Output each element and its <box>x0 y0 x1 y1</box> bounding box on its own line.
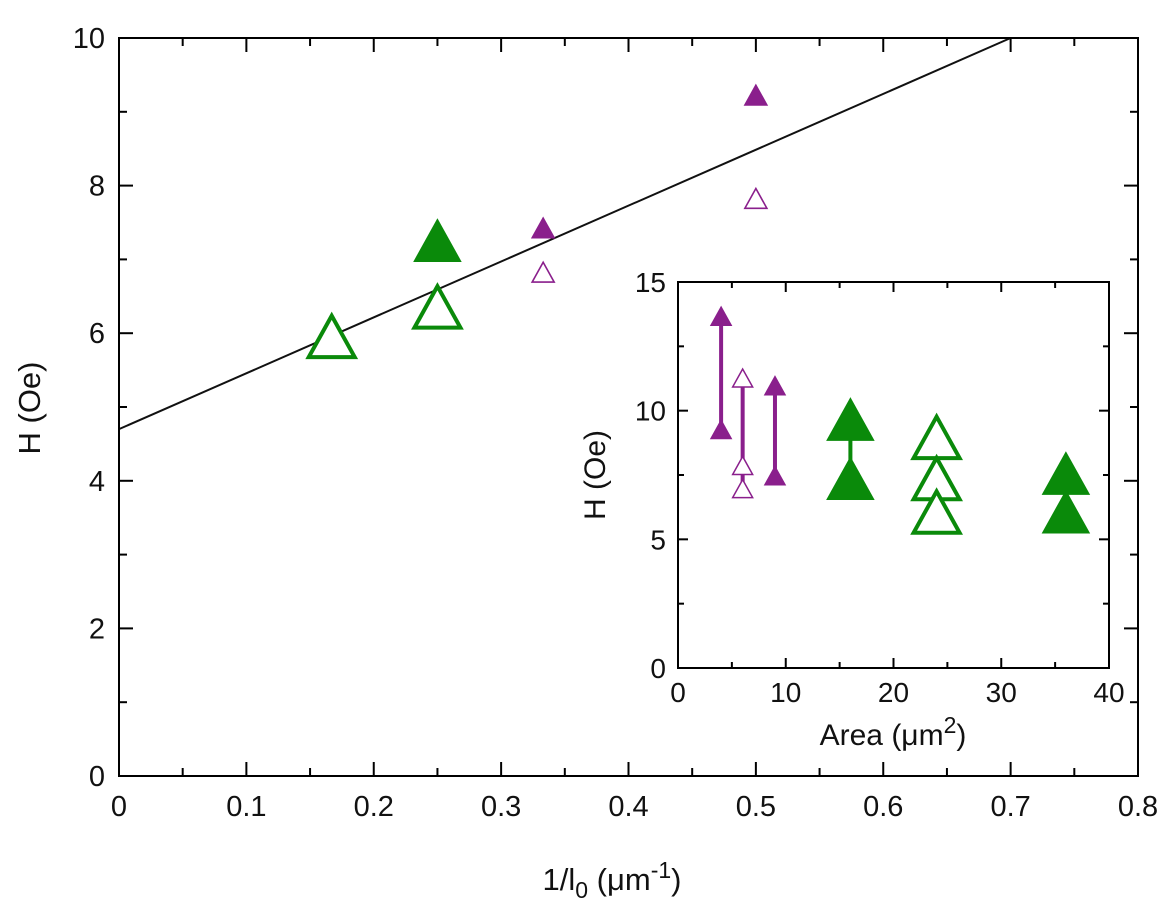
inset-plot: 0 10 20 30 40 0 5 10 15 H (Oe) Area (μm2) <box>579 267 1125 752</box>
open-triangle-marker <box>743 186 769 210</box>
inset-x-tick-label: 30 <box>986 677 1017 708</box>
inset-x-axis-title-main: Area (μm <box>820 719 944 752</box>
inset-filled-triangle-marker <box>826 456 875 501</box>
inset-filled-triangle-marker <box>1041 489 1091 534</box>
inset-y-axis-title: H (Oe) <box>579 430 612 520</box>
filled-triangle-marker <box>530 216 556 239</box>
open-triangle-marker <box>411 282 464 330</box>
y-tick-label: 10 <box>73 23 105 55</box>
inset-x-axis-title-close: ) <box>956 719 966 752</box>
x-axis-title-main: 1/l <box>543 862 576 897</box>
x-tick-label: 0 <box>111 791 127 823</box>
y-tick-label: 8 <box>89 171 105 203</box>
inset-ticks: 0 10 20 30 40 0 5 10 15 <box>635 267 1125 708</box>
x-tick-label: 0.5 <box>736 791 776 823</box>
x-tick-label: 0.1 <box>226 791 266 823</box>
open-triangle-marker <box>305 311 359 360</box>
inset-y-tick-label: 10 <box>635 396 666 427</box>
y-tick-label: 0 <box>89 761 105 793</box>
inset-y-tick-label: 5 <box>650 524 666 555</box>
inset-marks <box>709 305 1091 535</box>
x-axis-title-sub: 0 <box>575 877 588 902</box>
main-marks <box>118 37 1012 431</box>
inset-filled-triangle-marker <box>709 418 733 440</box>
inset-filled-triangle-marker <box>763 375 787 396</box>
inset-x-tick-label: 20 <box>878 677 909 708</box>
inset-x-axis-title: Area (μm2) <box>820 712 967 752</box>
x-tick-label: 0.4 <box>608 791 648 823</box>
inset-filled-triangle-marker <box>709 305 733 326</box>
fit-line <box>118 37 1012 431</box>
x-axis-title-close: ) <box>671 862 681 897</box>
y-axis-title: H (Oe) <box>12 362 47 455</box>
x-tick-label: 0.6 <box>863 791 903 823</box>
x-tick-label: 0.8 <box>1118 791 1158 823</box>
inset-y-tick-label: 0 <box>650 653 666 684</box>
inset-x-tick-label: 0 <box>670 677 686 708</box>
inset-open-triangle-marker <box>731 367 754 388</box>
inset-open-triangle-marker <box>910 487 963 535</box>
inset-x-tick-label: 10 <box>770 677 801 708</box>
inset-open-triangle-marker <box>731 454 754 476</box>
open-triangle-marker <box>530 260 556 283</box>
inset-open-triangle-marker <box>731 478 754 499</box>
inset-filled-triangle-marker <box>763 465 787 486</box>
y-tick-label: 6 <box>89 318 105 350</box>
x-axis-title: 1/l0 (μm-1) <box>543 857 682 902</box>
x-axis-title-sup: -1 <box>651 857 671 883</box>
x-axis-title-unit: (μm <box>588 862 651 897</box>
inset-x-tick-label: 40 <box>1093 677 1124 708</box>
inset-y-tick-label: 15 <box>635 267 666 298</box>
main-ticks: 0 0.1 0.2 0.3 0.4 0.5 0.6 0.7 0.8 0 2 4 6 8 10 <box>73 23 1158 823</box>
inset-x-axis-title-sup: 2 <box>944 712 957 738</box>
y-tick-label: 4 <box>89 466 105 498</box>
y-tick-label: 2 <box>89 613 105 645</box>
inset-filled-triangle-marker <box>826 397 875 441</box>
x-tick-label: 0.2 <box>354 791 394 823</box>
x-tick-label: 0.7 <box>990 791 1030 823</box>
filled-triangle-marker <box>413 218 462 262</box>
filled-triangle-marker <box>743 83 769 106</box>
x-tick-label: 0.3 <box>481 791 521 823</box>
